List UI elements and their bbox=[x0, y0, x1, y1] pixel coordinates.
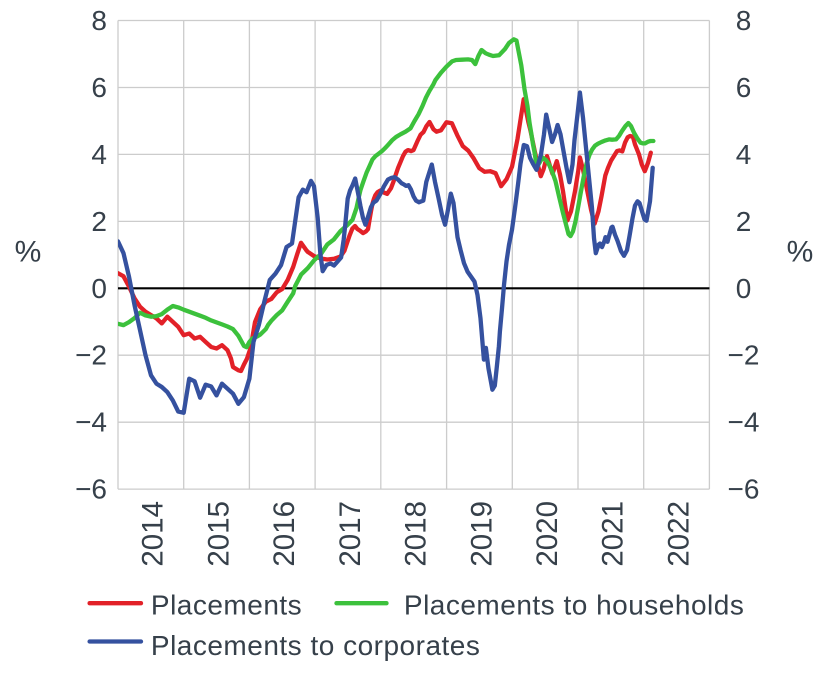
svg-text:Placements to corporates: Placements to corporates bbox=[151, 630, 481, 661]
svg-text:2019: 2019 bbox=[465, 501, 498, 567]
svg-text:Placements: Placements bbox=[151, 590, 302, 621]
svg-text:6: 6 bbox=[736, 72, 752, 103]
svg-text:Placements to households: Placements to households bbox=[404, 590, 744, 621]
svg-text:2018: 2018 bbox=[400, 501, 433, 567]
svg-text:8: 8 bbox=[91, 5, 107, 36]
svg-text:−6: −6 bbox=[75, 474, 107, 505]
svg-text:−6: −6 bbox=[728, 474, 760, 505]
svg-text:2017: 2017 bbox=[334, 501, 367, 567]
svg-text:2022: 2022 bbox=[662, 501, 695, 567]
svg-text:−4: −4 bbox=[75, 407, 107, 438]
svg-text:8: 8 bbox=[736, 5, 752, 36]
svg-text:2: 2 bbox=[736, 206, 752, 237]
svg-text:0: 0 bbox=[91, 273, 107, 304]
svg-text:2020: 2020 bbox=[531, 501, 564, 567]
svg-text:2014: 2014 bbox=[137, 501, 170, 567]
svg-text:2: 2 bbox=[91, 206, 107, 237]
svg-text:6: 6 bbox=[91, 72, 107, 103]
svg-text:−4: −4 bbox=[728, 407, 760, 438]
svg-text:−2: −2 bbox=[75, 340, 107, 371]
svg-text:2016: 2016 bbox=[268, 501, 301, 567]
svg-text:2021: 2021 bbox=[597, 501, 630, 567]
svg-text:−2: −2 bbox=[728, 340, 760, 371]
svg-text:0: 0 bbox=[736, 273, 752, 304]
svg-text:4: 4 bbox=[736, 139, 752, 170]
svg-text:%: % bbox=[15, 236, 42, 269]
svg-text:4: 4 bbox=[91, 139, 107, 170]
svg-text:%: % bbox=[787, 236, 814, 269]
svg-text:2015: 2015 bbox=[202, 501, 235, 567]
